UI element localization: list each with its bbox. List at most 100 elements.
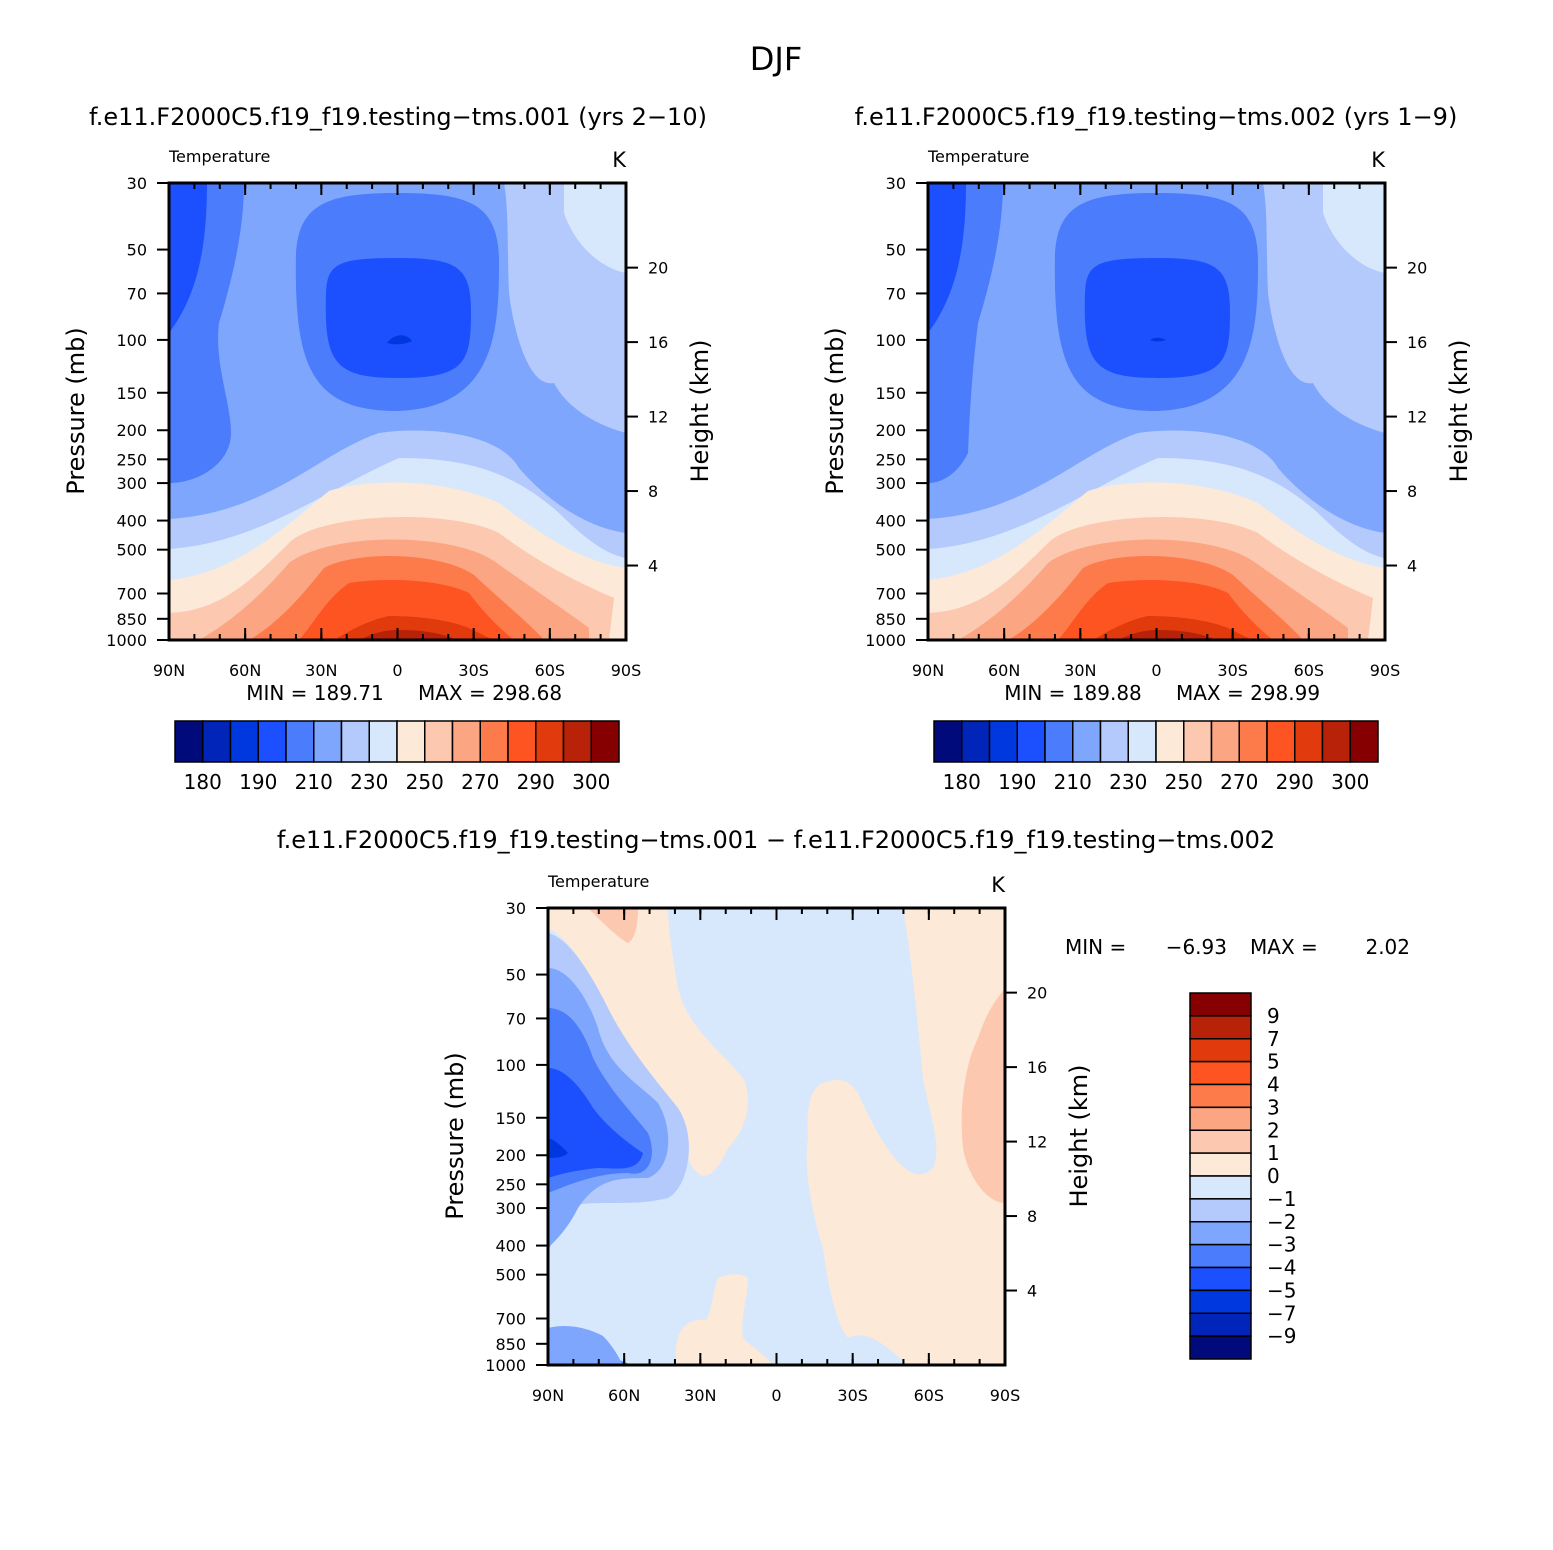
contour-band: [325, 258, 471, 378]
case1-x-tick-label: 60N: [229, 661, 261, 680]
diff-height-tick-label: 8: [1027, 1207, 1037, 1226]
diff-ylabel-right: Height (km): [1065, 1065, 1093, 1208]
diff-max-value: 2.02: [1365, 935, 1410, 959]
case2-colorbar-label: 290: [1276, 770, 1314, 794]
diff-y-tick-label: 250: [495, 1175, 526, 1194]
case1-colorbar-box: [202, 720, 232, 763]
case1-height-tick-label: 12: [648, 408, 668, 427]
case1-colorbar-label: 270: [461, 770, 499, 794]
case1-y-tick-label: 30: [127, 174, 147, 193]
contour-band: [1084, 258, 1230, 378]
diff-y-tick-label: 500: [495, 1266, 526, 1285]
diff-min-value: −6.93: [1166, 935, 1227, 959]
diff-colorbar-box: [1189, 1312, 1252, 1337]
case1-colorbar-box: [424, 720, 454, 763]
case1-colorbar-label: 180: [184, 770, 222, 794]
diff-colorbar-box: [1189, 1198, 1252, 1223]
diff-x-tick-label: 90S: [990, 1386, 1021, 1405]
diff-y-tick-label: 30: [506, 899, 526, 918]
case2-colorbar: 180 190 210 230 250 270 290 300: [933, 720, 1379, 794]
case2-colorbar-label: 210: [1054, 770, 1092, 794]
diff-colorbar-box: [1189, 1060, 1252, 1086]
case2-x-tick-label: 90N: [912, 661, 944, 680]
case1-contour-fill: [169, 183, 626, 640]
case2-colorbar-box: [1155, 720, 1185, 763]
case1-left-string: Temperature: [168, 147, 270, 166]
diff-colorbar-label: 3: [1267, 1095, 1280, 1119]
diff-colorbar-box: [1189, 1106, 1252, 1131]
case1-right-string: K: [612, 148, 627, 172]
case1-y-tick-label: 50: [127, 241, 147, 260]
case1-x-tick-label: 60S: [535, 661, 566, 680]
case1-colorbar-box: [229, 720, 259, 763]
contour-band: [548, 1325, 623, 1365]
diff-max-text: MAX =: [1250, 935, 1318, 959]
contour-band: [961, 988, 1005, 1203]
case2-ylabel-right: Height (km): [1445, 340, 1473, 483]
contour-band: [1323, 183, 1385, 273]
case1-ylabel-right: Height (km): [686, 340, 714, 483]
case2-x-tick-label: 60N: [988, 661, 1020, 680]
case1-colorbar-label: 190: [239, 770, 277, 794]
case2-colorbar-box: [1183, 720, 1213, 763]
diff-height-tick-label: 4: [1027, 1282, 1037, 1301]
panel-case2: 90N 60N 30N 0 30S 60S 90S 30 50 70 100 150 200 250 30…: [821, 147, 1473, 794]
contour-band: [548, 1138, 568, 1158]
diff-colorbar-label: 1: [1267, 1141, 1280, 1165]
diff-y-tick-label: 70: [506, 1009, 526, 1028]
case2-y-tick-label: 1000: [865, 631, 906, 650]
case2-height-tick-label: 12: [1407, 408, 1427, 427]
case1-height-tick-label: 8: [648, 482, 658, 501]
case2-colorbar-label: 250: [1165, 770, 1203, 794]
case2-x-tick-label: 30S: [1217, 661, 1248, 680]
case1-y-tick-label: 100: [116, 331, 147, 350]
diff-y-tick-label: 850: [495, 1335, 526, 1354]
case2-y-tick-label: 400: [875, 512, 906, 531]
case2-min-label: MIN = 189.88: [1004, 681, 1142, 705]
diff-colorbar-label: 5: [1267, 1050, 1280, 1074]
diff-y-tick-label: 400: [495, 1237, 526, 1256]
case1-colorbar-box: [451, 720, 481, 763]
case2-colorbar-box: [1321, 720, 1351, 763]
diff-left-string: Temperature: [547, 872, 649, 891]
case1-max-label: MAX = 298.68: [418, 681, 562, 705]
diff-ylabel: Pressure (mb): [441, 1052, 469, 1219]
case2-colorbar-box: [1127, 720, 1157, 763]
diff-y-tick-label: 1000: [485, 1356, 526, 1375]
case1-colorbar-label: 210: [295, 770, 333, 794]
case1-x-tick-label: 90S: [611, 661, 642, 680]
diff-colorbar-label: −9: [1267, 1324, 1296, 1348]
case1-y-tick-label: 400: [116, 512, 147, 531]
contour-band: [169, 183, 207, 333]
case1-colorbar-box: [396, 720, 426, 763]
case1-y-tick-label: 500: [116, 541, 147, 560]
diff-colorbar-box: [1189, 1175, 1252, 1200]
diff-colorbar-box: [1189, 1221, 1252, 1246]
diff-right-string: K: [991, 873, 1006, 897]
panel-case1: 90N 60N 30N 0 30S 60S 90S 30 50 70 100 150 200 250 30…: [62, 147, 714, 794]
case1-colorbar-box: [590, 720, 620, 763]
case2-colorbar-box: [1238, 720, 1268, 763]
diff-colorbar-box: [1189, 1083, 1252, 1109]
case1-colorbar-label: 290: [517, 770, 555, 794]
case1-y-tick-label: 150: [116, 384, 147, 403]
diff-colorbar-box: [1189, 992, 1252, 1017]
contour-band: [548, 1068, 643, 1178]
contour-band: [387, 335, 412, 345]
contour-band: [806, 908, 1005, 1365]
case1-colorbar-box: [535, 720, 565, 763]
diff-x-tick-label: 30N: [684, 1386, 716, 1405]
case2-x-tick-label: 0: [1151, 661, 1161, 680]
diff-colorbar-label: −4: [1267, 1256, 1296, 1280]
case1-colorbar-box: [285, 720, 315, 763]
case2-y-tick-label: 500: [875, 541, 906, 560]
case1-min-label: MIN = 189.71: [246, 681, 384, 705]
case2-colorbar-box: [1072, 720, 1102, 763]
case2-x-tick-label: 30N: [1064, 661, 1096, 680]
contour-band: [548, 908, 748, 1176]
case2-x-tick-label: 60S: [1294, 661, 1325, 680]
case1-colorbar: 180 190 210 230 250 270 290 300: [174, 720, 620, 794]
contour-band: [676, 1274, 773, 1365]
case2-y-tick-label: 250: [875, 450, 906, 469]
